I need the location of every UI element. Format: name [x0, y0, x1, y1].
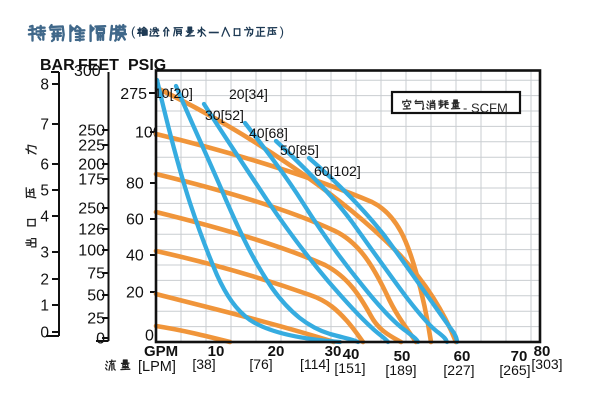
svg-text:FEET: FEET — [78, 57, 119, 74]
svg-text:80: 80 — [534, 343, 551, 360]
svg-text:[189]: [189] — [385, 362, 416, 378]
svg-text:(: ( — [131, 24, 136, 39]
svg-text:300: 300 — [74, 63, 101, 80]
svg-text:[265]: [265] — [499, 362, 530, 378]
svg-text:[151]: [151] — [334, 360, 365, 376]
svg-text:[303]: [303] — [531, 356, 562, 372]
svg-text:40: 40 — [126, 248, 144, 265]
svg-text:30: 30 — [325, 343, 342, 360]
svg-text:): ) — [280, 24, 284, 39]
svg-text:[76]: [76] — [249, 356, 272, 372]
svg-text:50: 50 — [87, 288, 105, 305]
svg-text:0: 0 — [40, 325, 49, 342]
svg-text:100: 100 — [78, 243, 105, 260]
svg-text:250: 250 — [78, 123, 105, 140]
svg-text:75: 75 — [87, 266, 105, 283]
svg-text:GPM: GPM — [144, 343, 178, 360]
svg-text:5: 5 — [40, 183, 49, 200]
svg-text:20: 20 — [268, 343, 285, 360]
svg-text:10[20]: 10[20] — [154, 85, 193, 101]
svg-text:0: 0 — [96, 331, 105, 348]
svg-text:- SCFM: - SCFM — [463, 101, 508, 116]
svg-text:20: 20 — [126, 285, 144, 302]
svg-text:8: 8 — [40, 77, 49, 94]
svg-text:275: 275 — [120, 86, 147, 103]
svg-text:0: 0 — [145, 328, 154, 345]
svg-text:[114]: [114] — [300, 356, 330, 372]
svg-text:225: 225 — [78, 138, 105, 155]
svg-text:70: 70 — [511, 348, 528, 365]
svg-text:126: 126 — [78, 222, 105, 239]
svg-text:[LPM]: [LPM] — [138, 359, 176, 375]
svg-text:175: 175 — [78, 172, 105, 189]
svg-text:[38]: [38] — [192, 356, 215, 372]
svg-text:50[85]: 50[85] — [280, 142, 319, 158]
svg-text:250: 250 — [78, 201, 105, 218]
svg-text:60: 60 — [126, 212, 144, 229]
svg-text:50: 50 — [394, 348, 411, 365]
svg-text:60: 60 — [454, 348, 471, 365]
svg-text:7: 7 — [40, 117, 49, 134]
svg-text:4: 4 — [40, 209, 49, 226]
svg-text:60[102]: 60[102] — [314, 163, 361, 179]
svg-text:40: 40 — [343, 346, 360, 363]
svg-text:20[34]: 20[34] — [229, 86, 268, 102]
svg-text:[227]: [227] — [443, 362, 474, 378]
svg-text:BAR: BAR — [40, 57, 75, 74]
svg-text:80: 80 — [126, 176, 144, 193]
svg-text:1: 1 — [40, 298, 49, 315]
svg-text:3: 3 — [40, 245, 49, 262]
svg-text:25: 25 — [87, 311, 105, 328]
svg-text:200: 200 — [78, 157, 105, 174]
svg-text:2: 2 — [40, 272, 49, 289]
svg-text:40[68]: 40[68] — [249, 125, 288, 141]
svg-text:10: 10 — [208, 343, 225, 360]
svg-text:30[52]: 30[52] — [205, 107, 244, 123]
svg-text:6: 6 — [40, 157, 49, 174]
